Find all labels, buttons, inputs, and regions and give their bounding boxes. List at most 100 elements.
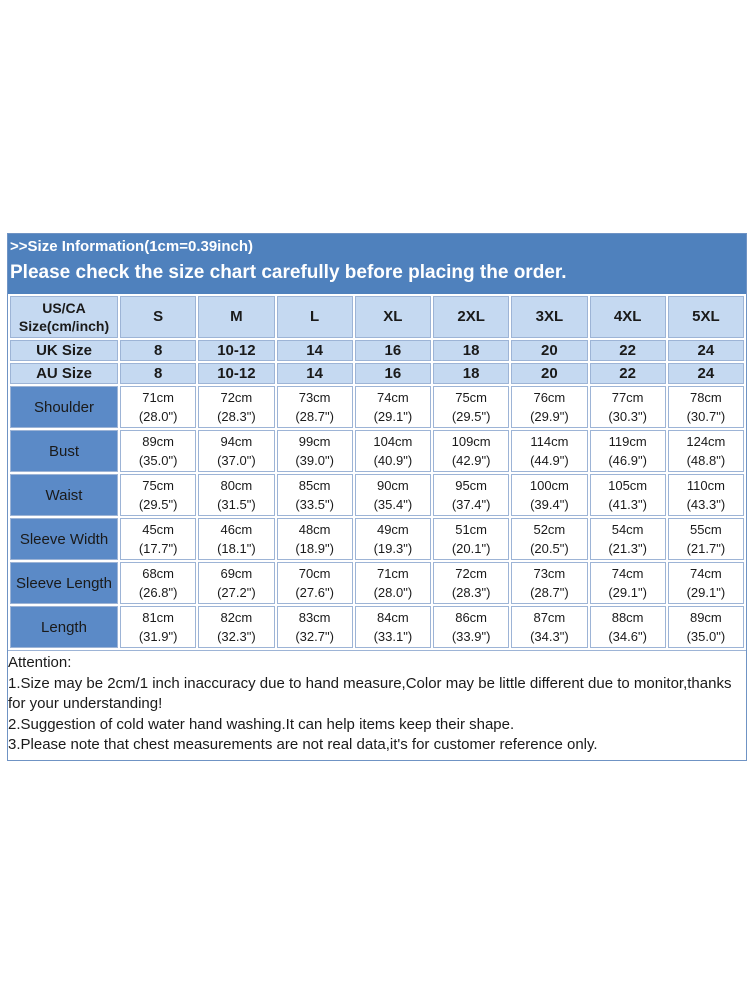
- measurement-inch: (20.5"): [530, 541, 569, 556]
- measurement-cell: 119cm (46.9"): [589, 430, 666, 472]
- measurement-label: Shoulder: [10, 386, 118, 428]
- uk-size-value: 18: [433, 340, 510, 361]
- measurement-row: Waist 75cm (29.5") 80cm (31.5") 85cm (33.5") 90…: [10, 474, 744, 516]
- measurement-inch: (33.9"): [451, 629, 491, 644]
- measurement-label: Length: [10, 606, 118, 648]
- uk-size-value: 14: [276, 340, 353, 361]
- measurement-cm: 90cm: [376, 478, 409, 493]
- measurement-cell: 68cm (26.8"): [120, 562, 197, 604]
- measurement-cell: 69cm (27.2"): [198, 562, 275, 604]
- measurement-cm: 71cm: [376, 566, 409, 581]
- chart-header: >>Size Information(1cm=0.39inch) Please …: [8, 234, 746, 294]
- measurement-inch: (31.9"): [138, 629, 178, 644]
- measurement-cm: 95cm: [455, 478, 488, 493]
- measurement-inch: (31.5"): [217, 497, 256, 512]
- measurement-cell: 88cm (34.6"): [589, 606, 666, 648]
- measurement-cm: 74cm: [376, 390, 409, 405]
- measurement-cm: 78cm: [689, 390, 722, 405]
- au-size-value: 10-12: [198, 363, 275, 384]
- measurement-cm: 71cm: [142, 390, 175, 405]
- uk-size-value: 10-12: [198, 340, 275, 361]
- uk-size-value: 16: [354, 340, 431, 361]
- measurement-cm: 109cm: [451, 434, 491, 449]
- measurement-cell: 84cm (33.1"): [354, 606, 431, 648]
- measurement-inch: (34.3"): [530, 629, 569, 644]
- measurement-cm: 124cm: [686, 434, 726, 449]
- measurement-cell: 105cm (41.3"): [589, 474, 666, 516]
- measurement-cm: 119cm: [608, 434, 647, 449]
- measurement-cell: 49cm (19.3"): [354, 518, 431, 560]
- measurement-cm: 73cm: [533, 566, 566, 581]
- measurement-inch: (39.4"): [530, 497, 569, 512]
- size-table: US/CA Size(cm/inch) S M L XL 2XL 3XL 4XL…: [8, 294, 746, 650]
- measurement-row: Sleeve Width 45cm (17.7") 46cm (18.1") 48cm (1…: [10, 518, 744, 560]
- measurement-cm: 81cm: [142, 610, 175, 625]
- measurement-cell: 74cm (29.1"): [667, 562, 744, 604]
- measurement-cm: 51cm: [455, 522, 488, 537]
- measurement-cm: 85cm: [298, 478, 331, 493]
- measurement-cm: 73cm: [298, 390, 331, 405]
- measurement-inch: (17.7"): [138, 541, 178, 556]
- measurement-cm: 45cm: [142, 522, 175, 537]
- measurement-inch: (29.9"): [530, 409, 569, 424]
- measurement-cell: 86cm (33.9"): [433, 606, 510, 648]
- measurement-cm: 70cm: [298, 566, 331, 581]
- uk-size-value: 24: [667, 340, 744, 361]
- measurement-cell: 114cm (44.9"): [511, 430, 588, 472]
- measurement-inch: (29.1"): [608, 585, 647, 600]
- measurement-cell: 71cm (28.0"): [120, 386, 197, 428]
- measurement-inch: (41.3"): [608, 497, 647, 512]
- measurement-inch: (37.4"): [451, 497, 491, 512]
- measurement-cm: 74cm: [611, 566, 644, 581]
- measurement-cell: 75cm (29.5"): [120, 474, 197, 516]
- au-size-value: 18: [433, 363, 510, 384]
- measurement-cm: 82cm: [220, 610, 253, 625]
- measurement-cell: 85cm (33.5"): [276, 474, 353, 516]
- measurement-label: Bust: [10, 430, 118, 472]
- measurement-cm: 100cm: [529, 478, 569, 493]
- measurement-cell: 55cm (21.7"): [667, 518, 744, 560]
- measurement-inch: (46.9"): [608, 453, 647, 468]
- measurement-row: Bust 89cm (35.0") 94cm (37.0") 99cm (39.0") 104…: [10, 430, 744, 472]
- measurement-cell: 74cm (29.1"): [354, 386, 431, 428]
- measurement-cell: 75cm (29.5"): [433, 386, 510, 428]
- measurement-cell: 90cm (35.4"): [354, 474, 431, 516]
- chart-title: Please check the size chart carefully be…: [10, 262, 567, 283]
- measurement-inch: (28.3"): [217, 409, 256, 424]
- note-item: 2.Suggestion of cold water hand washing.…: [8, 715, 515, 733]
- measurement-inch: (29.5"): [451, 409, 491, 424]
- measurement-inch: (33.1"): [373, 629, 413, 644]
- measurement-cell: 73cm (28.7"): [511, 562, 588, 604]
- uk-size-row: UK Size 8 10-12 14 16 18 20 22 24: [10, 340, 744, 361]
- measurement-inch: (30.7"): [686, 409, 726, 424]
- measurement-row: Length 81cm (31.9") 82cm (32.3") 83cm (32.7") 8…: [10, 606, 744, 648]
- measurement-cm: 114cm: [530, 434, 569, 449]
- measurement-cm: 89cm: [142, 434, 175, 449]
- measurement-cell: 110cm (43.3"): [667, 474, 744, 516]
- measurement-cm: 99cm: [298, 434, 331, 449]
- measurement-cell: 100cm (39.4"): [511, 474, 588, 516]
- measurement-inch: (44.9"): [530, 453, 569, 468]
- measurement-cell: 89cm (35.0"): [120, 430, 197, 472]
- au-size-value: 24: [667, 363, 744, 384]
- uk-size-value: 20: [511, 340, 588, 361]
- measurement-cell: 54cm (21.3"): [589, 518, 666, 560]
- measurement-cell: 87cm (34.3"): [511, 606, 588, 648]
- measurement-inch: (29.1"): [686, 585, 726, 600]
- measurement-inch: (26.8"): [138, 585, 178, 600]
- measurement-cm: 86cm: [455, 610, 488, 625]
- measurement-cell: 48cm (18.9"): [276, 518, 353, 560]
- attention-heading: Attention:: [8, 654, 72, 671]
- size-chart: >>Size Information(1cm=0.39inch) Please …: [7, 233, 747, 761]
- header-row: US/CA Size(cm/inch) S M L XL 2XL 3XL 4XL…: [10, 296, 744, 338]
- measurement-inch: (48.8"): [686, 453, 726, 468]
- size-header-cell: XL: [354, 296, 431, 338]
- measurement-inch: (35.0"): [138, 453, 178, 468]
- size-header-cell: M: [198, 296, 275, 338]
- measurement-cm: 75cm: [142, 478, 175, 493]
- au-size-row: AU Size 8 10-12 14 16 18 20 22 24: [10, 363, 744, 384]
- measurement-inch: (28.0"): [138, 409, 178, 424]
- measurement-cell: 83cm (32.7"): [276, 606, 353, 648]
- measurement-cm: 94cm: [220, 434, 253, 449]
- measurement-cm: 80cm: [220, 478, 253, 493]
